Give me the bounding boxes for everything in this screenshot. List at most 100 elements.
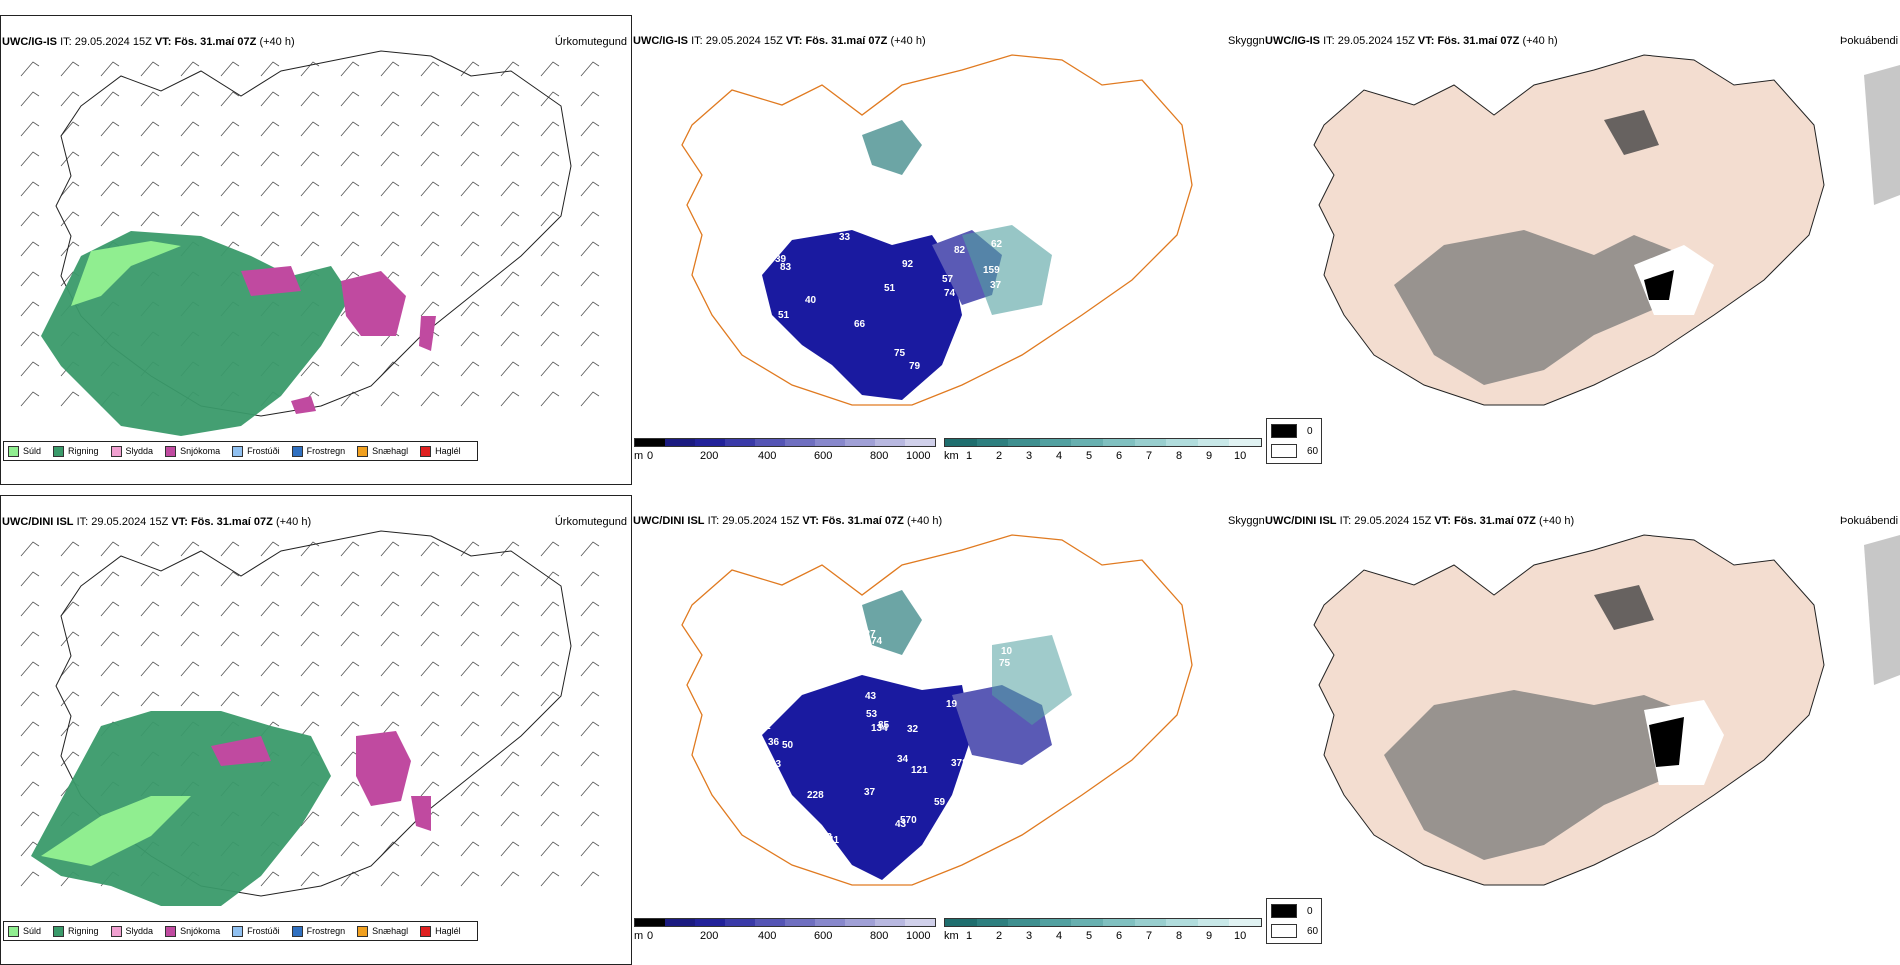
wind-barb — [260, 601, 280, 617]
wind-barb — [500, 361, 520, 377]
wind-barb — [340, 361, 360, 377]
wind-barb — [420, 601, 440, 617]
legend-swatch — [357, 925, 369, 937]
wind-barb — [300, 541, 320, 557]
ceiling-value-label: 92 — [902, 259, 914, 270]
iceland-visibility-map: 5715983503655515011379233945496662519254… — [681, 54, 1193, 406]
wind-barb — [580, 601, 600, 617]
wind-barb — [180, 151, 200, 167]
wind-barb — [380, 571, 400, 587]
ceiling-value-label: 33 — [770, 759, 782, 770]
wind-barb — [540, 241, 560, 257]
iceland-visibility-map: 482 74 19 10 23 24 50 60 43 72 85 378 127 252 253 228 57… — [681, 534, 1193, 886]
ceiling-value-label: 66 — [854, 319, 866, 330]
wind-barb — [140, 571, 160, 587]
wind-barb — [580, 631, 600, 647]
ceiling-tick: 600 — [814, 930, 833, 942]
wind-barb — [580, 271, 600, 287]
wind-barb — [580, 871, 600, 887]
wind-barb — [340, 181, 360, 197]
wind-barb — [180, 121, 200, 137]
wind-barb — [540, 301, 560, 317]
wind-barb — [100, 91, 120, 107]
wind-barb — [580, 361, 600, 377]
wind-barb — [540, 151, 560, 167]
ceiling-value-label: 34 — [977, 157, 989, 168]
ceiling-value-label: 40 — [805, 295, 817, 306]
wind-barb — [220, 601, 240, 617]
ceiling-value-label: 378 — [951, 758, 968, 769]
wind-barb — [140, 631, 160, 647]
wind-barb — [500, 331, 520, 347]
wind-barb — [460, 181, 480, 197]
ceiling-value-label: 51 — [884, 283, 896, 294]
iceland-fog-map — [1313, 534, 1900, 886]
wind-barb — [220, 631, 240, 647]
panel-header: UWC/DINI ISL IT: 29.05.2024 15Z VT: Fös.… — [633, 515, 943, 527]
wind-barb — [460, 61, 480, 77]
wind-barb — [220, 661, 240, 677]
wind-barb — [180, 691, 200, 707]
wind-barb — [340, 61, 360, 77]
wind-barb — [220, 121, 240, 137]
vis-tick: 1 — [966, 930, 973, 942]
ceiling-value-label: 55 — [956, 339, 968, 350]
wind-barb — [300, 811, 320, 827]
vis-tick: 5 — [1086, 930, 1093, 942]
wind-barb — [60, 691, 80, 707]
wind-barb — [460, 301, 480, 317]
wind-barb — [420, 391, 440, 407]
ceiling-tick: 1000 — [906, 930, 931, 942]
wind-barb — [380, 631, 400, 647]
fog-legend: 0 60 — [1266, 898, 1322, 944]
vis-tick: 7 — [1146, 930, 1153, 942]
ceiling-value-label: 44 — [955, 813, 967, 824]
wind-barb — [260, 241, 280, 257]
legend-item: Rigning — [53, 445, 99, 457]
ceiling-value-label: 10 — [1001, 646, 1013, 657]
legend-swatch — [420, 445, 432, 457]
wind-barb — [60, 121, 80, 137]
wind-barb — [420, 61, 440, 77]
wind-barb — [140, 601, 160, 617]
wind-barb — [20, 841, 40, 857]
wind-barb — [300, 571, 320, 587]
wind-barb — [500, 631, 520, 647]
wind-barb — [420, 721, 440, 737]
panel-type-title: Skyggni — [1228, 515, 1264, 527]
ceiling-value-label: 59 — [934, 797, 946, 808]
ceiling-unit: m — [634, 450, 644, 462]
wind-barb — [20, 661, 40, 677]
ceiling-value-label: 45 — [778, 167, 790, 178]
ceiling-value-label: 83 — [783, 342, 795, 353]
wind-barb — [420, 541, 440, 557]
ceiling-value-label: 19 — [946, 699, 958, 710]
legend-swatch — [291, 925, 303, 937]
ceiling-value-label: 83 — [780, 262, 792, 273]
legend-item: Súld — [8, 445, 41, 457]
wind-barb — [260, 61, 280, 77]
wind-barb — [500, 841, 520, 857]
wind-barb — [180, 541, 200, 557]
wind-barb — [540, 721, 560, 737]
wind-barb — [380, 181, 400, 197]
wind-barb — [260, 121, 280, 137]
wind-barb — [300, 691, 320, 707]
legend-item: Haglél — [420, 925, 461, 937]
wind-barb — [20, 871, 40, 887]
wind-barb — [140, 661, 160, 677]
panel-type-title: Skyggni — [1228, 35, 1264, 47]
wind-barb — [20, 331, 40, 347]
wind-barb — [300, 361, 320, 377]
ceiling-value-label: 36 — [768, 737, 780, 748]
wind-barb — [260, 661, 280, 677]
legend-item: Slydda — [110, 445, 153, 457]
wind-barb — [380, 91, 400, 107]
wind-barb — [420, 571, 440, 587]
vis-tick: 3 — [1026, 450, 1033, 462]
wind-barb — [500, 181, 520, 197]
vis-tick: 1 — [966, 450, 973, 462]
ceiling-value-label: 85 — [878, 720, 890, 731]
wind-barb — [260, 151, 280, 167]
wind-barb — [460, 691, 480, 707]
